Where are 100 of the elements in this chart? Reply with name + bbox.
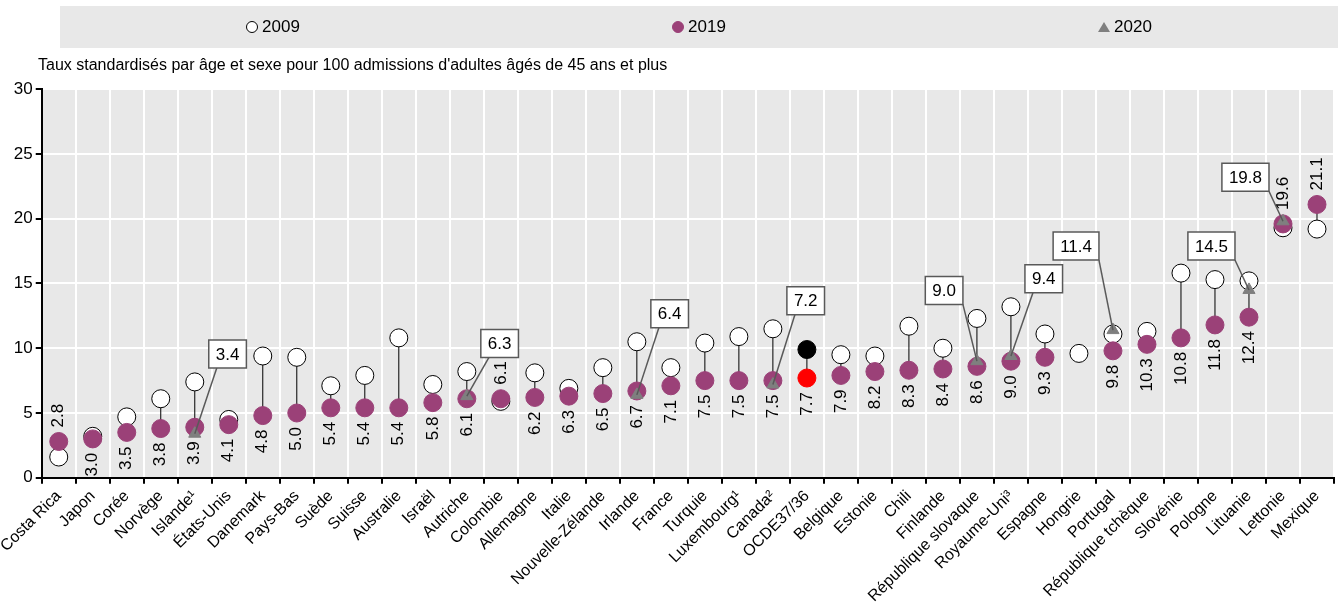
point [117,422,137,442]
point [831,345,851,365]
data-label: 4.8 [252,429,272,454]
data-label: 11.4 [1060,236,1092,256]
data-label: 19.8 [1228,167,1262,187]
point [1205,315,1225,335]
point [797,340,817,360]
point [695,333,715,353]
data-label: 7.5 [762,394,782,419]
data-label: 3.5 [116,446,136,471]
point [593,358,613,378]
data-label: 2.8 [48,403,68,428]
point [661,358,681,378]
data-label: 3.9 [184,441,204,465]
y-tick-label: 10 [13,337,33,357]
data-label: 21.1 [1306,157,1326,191]
data-label: 6.3 [487,334,512,354]
y-tick-label: 25 [13,143,33,163]
point [1035,347,1055,367]
data-label: 8.4 [932,382,952,407]
data-label: 10.8 [1170,351,1190,385]
data-label: 7.9 [830,389,850,414]
point [389,328,409,348]
data-label: 7.1 [660,399,680,424]
point [559,386,579,406]
point [1069,343,1089,363]
point [423,375,443,394]
point [593,384,613,404]
data-label: 4.1 [218,438,238,463]
point [729,327,749,347]
y-tick-label: 0 [23,467,33,487]
point [933,359,953,379]
point [321,398,341,418]
data-label: 12.4 [1238,331,1258,365]
point [287,403,307,423]
data-label: 6.7 [626,404,646,429]
point [933,338,953,358]
data-label: 7.7 [796,392,816,416]
data-label: 6.3 [558,410,578,434]
point [831,365,851,385]
legend-label: 2020 [1114,17,1152,37]
point [661,376,681,396]
point [967,308,987,328]
point [185,372,205,392]
data-label: 8.2 [864,385,884,410]
point [1307,194,1327,214]
data-label: 9.4 [1031,269,1056,289]
point [117,407,137,427]
data-label: 11.8 [1204,338,1224,371]
y-axis-title: Taux standardisés par âge et sexe pour 100 admissions d'adultes âgés de 45 ans et plus [38,56,668,74]
point [219,415,239,435]
point [1035,324,1055,344]
data-label: 6.1 [456,412,476,437]
point [525,387,545,407]
data-label: 6.2 [524,411,544,436]
y-tick-label: 5 [23,402,33,422]
data-label: 10.3 [1136,358,1156,392]
data-label: 5.8 [422,416,442,441]
point [525,363,545,383]
point [627,332,647,352]
data-label: 5.0 [286,426,306,451]
point [151,389,171,409]
legend-label: 2009 [262,17,300,37]
point [321,376,341,396]
data-label: 6.4 [657,304,682,324]
point [49,447,69,467]
data-label: 5.4 [320,421,340,446]
data-label: 3.8 [150,442,170,467]
data-label: 6.5 [592,407,612,432]
point [865,346,885,366]
y-tick-label: 15 [13,273,33,293]
data-label: 9.0 [932,281,956,301]
data-label: 3.4 [215,344,240,364]
point [1137,334,1157,354]
data-label: 5.4 [354,421,374,446]
point [1103,341,1123,361]
y-tick-label: 20 [13,208,33,228]
y-tick-label: 30 [13,78,33,98]
data-label: 8.6 [966,380,986,405]
point [695,371,715,391]
point [865,362,885,382]
legend-label: 2019 [688,17,726,37]
point [763,319,783,339]
data-label: 14.5 [1194,236,1228,256]
point [355,398,375,418]
data-label: 6.1 [490,361,510,385]
point [797,368,817,388]
data-label: 9.0 [1000,375,1020,399]
data-label: 3.0 [82,452,102,477]
data-label: 7.2 [793,291,818,311]
point [49,431,69,451]
point [423,393,443,413]
data-label: 9.8 [1102,364,1122,389]
point [899,360,919,380]
point [389,398,409,418]
point [1001,297,1021,317]
point [1205,270,1225,290]
data-label: 8.3 [898,384,918,408]
point [899,316,919,336]
point [729,371,749,391]
